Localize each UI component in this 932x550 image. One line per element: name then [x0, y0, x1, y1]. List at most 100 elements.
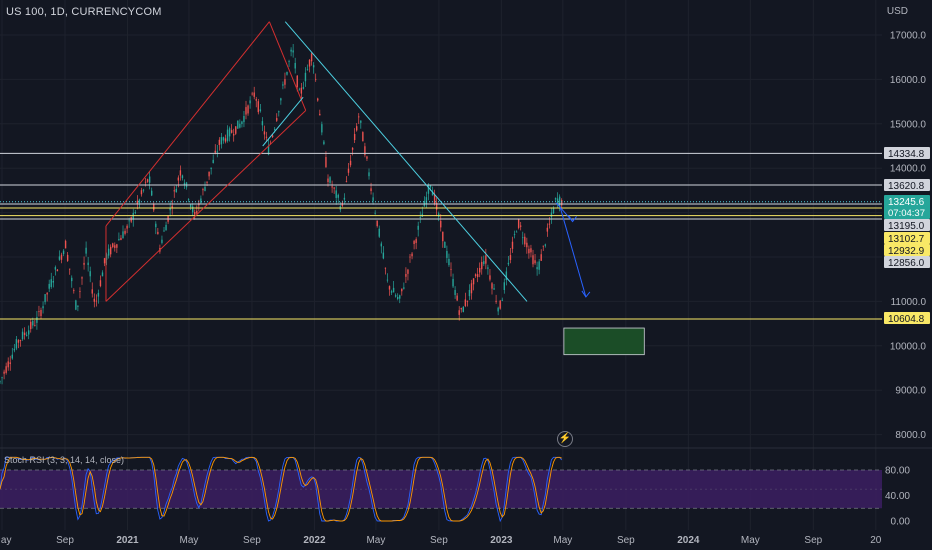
candle-body: [128, 220, 130, 222]
candle-body: [124, 230, 126, 234]
candle-body: [294, 62, 296, 69]
candle-body: [511, 241, 514, 249]
candle-body: [126, 225, 128, 229]
candle-body: [263, 131, 266, 135]
candle-body: [507, 262, 510, 265]
candle-body: [520, 225, 522, 227]
x-tick-label: 2023: [490, 535, 513, 546]
candle-body: [274, 128, 276, 130]
candle-body: [66, 254, 69, 262]
inner-trend-line: [262, 96, 304, 147]
price-label: 12856.0: [888, 258, 925, 269]
candle-body: [317, 98, 319, 101]
candle-body: [73, 290, 75, 292]
candle-body: [23, 332, 26, 336]
y-tick-label: 8000.0: [895, 430, 926, 441]
candle-body: [243, 115, 245, 123]
candle-body: [442, 231, 444, 242]
currency-label: USD: [886, 6, 908, 17]
candle-body: [42, 306, 44, 309]
candle-body: [93, 298, 95, 302]
candle-body: [552, 207, 555, 214]
candle-body: [146, 179, 149, 182]
candle-body: [36, 317, 38, 323]
candle-body: [87, 262, 89, 266]
candle-body: [237, 120, 239, 129]
candle-body: [333, 187, 335, 189]
candle-body: [522, 237, 524, 239]
candle-body: [405, 273, 407, 277]
candle-body: [99, 280, 102, 287]
indicator-label[interactable]: Stoch RSI (3, 3, 14, 14, close): [4, 455, 125, 465]
candle-body: [30, 321, 32, 330]
candle-body: [118, 238, 120, 241]
candle-body: [134, 212, 136, 214]
candle-body: [97, 292, 100, 297]
x-tick-label: 20: [870, 535, 882, 546]
candle-body: [524, 236, 526, 245]
candle-body: [19, 340, 22, 341]
candle-body: [429, 185, 432, 188]
candle-body: [337, 194, 339, 198]
x-tick-label: Sep: [617, 535, 635, 546]
candle-body: [247, 105, 249, 114]
price-label: 14334.8: [888, 149, 925, 160]
candle-body: [151, 190, 153, 196]
candle-body: [517, 219, 520, 228]
candle-body: [351, 147, 354, 150]
x-tick-label: May: [0, 535, 11, 546]
candle-body: [487, 267, 489, 269]
candle-body: [483, 261, 485, 265]
downtrend-line: [284, 21, 528, 302]
candle-body: [114, 245, 116, 248]
candle-body: [470, 283, 473, 294]
candle-body: [536, 267, 538, 270]
candle-body: [526, 242, 528, 248]
candle-body: [175, 188, 177, 193]
indicator-tick-label: 80.00: [885, 466, 910, 477]
candle-body: [435, 202, 438, 210]
candle-body: [17, 340, 20, 343]
candle-body: [286, 71, 288, 75]
candle-body: [44, 294, 46, 303]
candle-body: [95, 300, 98, 302]
projection-arrow-long: [559, 205, 587, 298]
candle-body: [267, 145, 270, 155]
x-tick-label: May: [179, 535, 198, 546]
candle-body: [417, 225, 419, 230]
candle-body: [148, 176, 151, 183]
candle-body: [315, 78, 317, 80]
price-label: 10604.8: [888, 314, 925, 325]
candle-body: [122, 231, 124, 239]
candle-body: [532, 255, 534, 265]
candle-body: [85, 247, 87, 254]
candle-body: [28, 330, 30, 335]
candle-body: [249, 100, 251, 104]
candle-body: [431, 191, 434, 196]
candle-body: [52, 280, 54, 283]
x-tick-label: 2024: [677, 535, 700, 546]
candle-body: [302, 87, 305, 89]
candle-body: [189, 204, 192, 208]
candle-body: [132, 213, 134, 220]
countdown-label: 07:04:37: [888, 208, 925, 219]
candle-body: [556, 198, 559, 205]
candle-body: [358, 116, 360, 118]
candle-body: [103, 258, 106, 264]
candle-body: [353, 134, 356, 141]
candle-body: [310, 53, 313, 62]
candle-body: [481, 261, 483, 270]
lightning-icon[interactable]: ⚡: [557, 431, 573, 447]
candle-body: [323, 141, 325, 145]
candle-body: [386, 279, 389, 281]
candle-body: [15, 339, 18, 349]
x-tick-label: Sep: [430, 535, 448, 546]
candle-body: [501, 299, 503, 301]
candle-body: [210, 167, 212, 169]
candle-body: [542, 245, 544, 247]
candle-body: [71, 277, 73, 282]
candle-body: [376, 220, 378, 227]
candle-body: [382, 252, 385, 259]
candle-body: [233, 134, 235, 136]
